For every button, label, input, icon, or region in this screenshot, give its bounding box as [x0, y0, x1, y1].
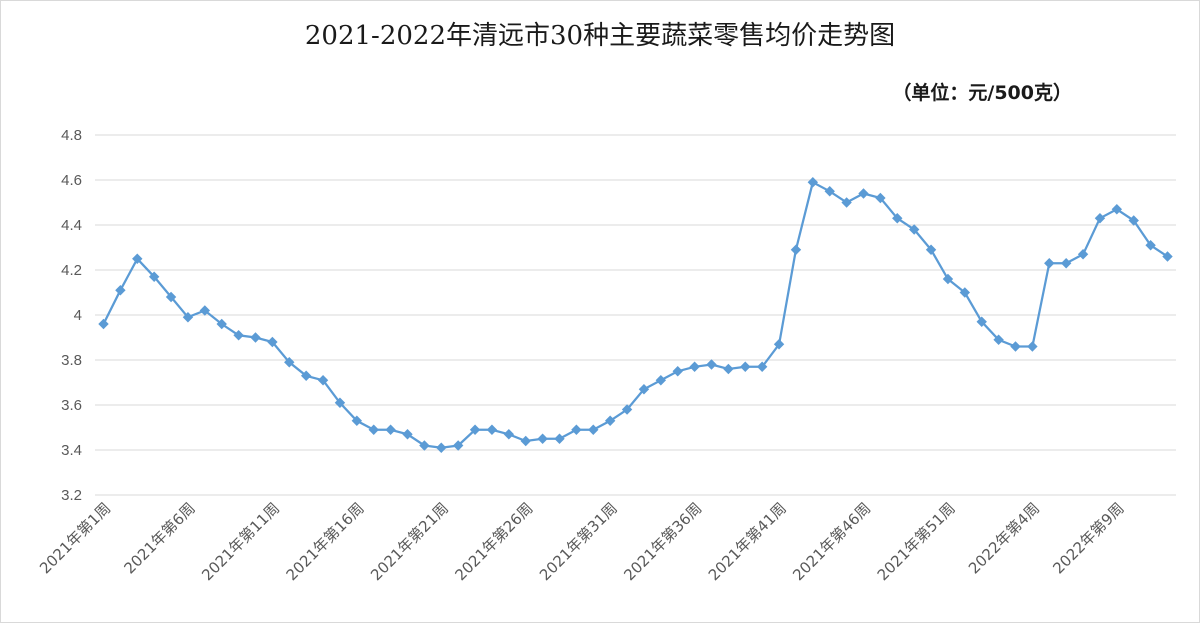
x-tick-label: 2022年第4周 — [965, 499, 1043, 577]
data-point — [317, 375, 329, 386]
y-axis-ticks: 3.2 3.4 3.6 3.8 4 4.2 4.4 4.6 4.8 — [61, 127, 82, 504]
data-point — [908, 224, 920, 235]
data-point — [148, 271, 160, 282]
x-tick-label: 2021年第31周 — [536, 499, 621, 584]
data-point — [1145, 240, 1156, 251]
data-point — [706, 359, 717, 370]
data-point — [790, 244, 802, 255]
data-point — [165, 291, 177, 303]
data-point — [756, 361, 768, 372]
data-point — [1027, 341, 1038, 352]
data-point — [892, 213, 903, 224]
data-point — [115, 285, 126, 296]
data-point — [773, 339, 785, 350]
data-point — [250, 332, 261, 343]
y-tick-label: 4.2 — [61, 262, 82, 279]
data-point — [689, 361, 700, 372]
data-point — [300, 370, 312, 381]
data-point — [925, 244, 937, 255]
chart-title: 2021-2022年清远市30种主要蔬菜零售均价走势图 — [305, 21, 895, 51]
data-point — [1094, 213, 1106, 224]
data-point — [98, 318, 109, 330]
data-point — [604, 415, 616, 426]
y-tick-label: 4.8 — [61, 127, 82, 144]
data-point — [436, 442, 447, 453]
data-point — [267, 336, 278, 348]
data-point — [1128, 215, 1139, 226]
data-point — [385, 424, 396, 435]
x-axis-ticks: 2021年第1周 2021年第6周 2021年第11周 2021年第16周 2021年第… — [36, 499, 1128, 584]
data-point — [588, 424, 599, 435]
data-point — [638, 384, 650, 395]
data-point — [740, 361, 751, 372]
y-tick-label: 3.4 — [61, 442, 82, 459]
unit-label: （单位：元/500克） — [892, 81, 1072, 104]
data-point — [976, 316, 987, 327]
x-tick-label: 2021年第21周 — [367, 499, 452, 584]
x-tick-label: 2021年第26周 — [452, 499, 537, 584]
data-point — [959, 287, 971, 298]
data-point — [841, 197, 852, 208]
y-tick-label: 4.6 — [61, 172, 82, 189]
y-tick-label: 4 — [74, 307, 82, 324]
x-tick-label: 2021年第6周 — [120, 499, 198, 577]
data-point — [452, 440, 464, 451]
x-tick-label: 2021年第16周 — [283, 499, 368, 584]
data-point — [182, 312, 194, 323]
data-point — [807, 177, 819, 188]
data-point — [571, 424, 582, 435]
data-point — [1077, 249, 1089, 260]
x-tick-label: 2021年第36周 — [620, 499, 705, 584]
data-point — [233, 330, 244, 341]
data-point — [621, 404, 633, 415]
gridlines — [95, 134, 1176, 496]
data-point — [368, 424, 379, 435]
data-point — [672, 366, 683, 377]
data-point — [824, 186, 835, 197]
data-point — [419, 440, 430, 451]
data-point — [993, 334, 1004, 345]
x-tick-label: 2021年第41周 — [705, 499, 790, 584]
data-point — [132, 253, 143, 264]
data-point — [216, 318, 227, 330]
y-tick-label: 3.8 — [61, 352, 82, 369]
data-point — [655, 375, 667, 386]
data-point — [1162, 251, 1173, 262]
data-point — [1111, 204, 1123, 215]
data-point — [486, 424, 498, 435]
series-group — [98, 177, 1173, 453]
data-point — [723, 363, 734, 375]
data-point — [503, 429, 515, 440]
data-point — [284, 357, 295, 368]
data-point — [858, 188, 869, 199]
data-point — [554, 433, 565, 444]
data-point — [199, 305, 211, 316]
data-point — [1010, 341, 1021, 352]
data-point — [537, 433, 548, 444]
y-tick-label: 3.6 — [61, 397, 82, 414]
x-tick-label: 2021年第1周 — [36, 499, 114, 577]
y-tick-label: 3.2 — [61, 487, 82, 504]
data-point — [351, 415, 363, 426]
x-tick-label: 2021年第46周 — [789, 499, 874, 584]
data-point — [1060, 258, 1072, 269]
data-point — [334, 397, 346, 408]
data-point — [402, 429, 413, 440]
data-point — [520, 435, 531, 447]
x-tick-label: 2021年第51周 — [874, 499, 959, 584]
data-point — [1044, 258, 1055, 269]
series-line — [102, 180, 1169, 449]
y-tick-label: 4.4 — [61, 217, 82, 234]
data-point — [469, 424, 481, 435]
x-tick-label: 2022年第9周 — [1049, 499, 1127, 577]
data-point — [875, 192, 886, 204]
x-tick-label: 2021年第11周 — [198, 499, 283, 584]
data-point — [942, 273, 954, 285]
